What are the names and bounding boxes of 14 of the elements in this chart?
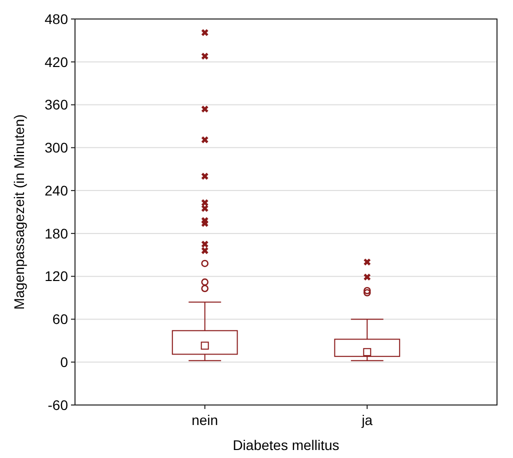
y-axis-title: Magenpassagezeit (in Minuten) [11, 114, 27, 310]
y-tick-label: 480 [44, 10, 68, 27]
y-tick-label: 0 [60, 354, 68, 370]
y-tick-label: 60 [52, 311, 68, 328]
x-tick-label: nein [192, 412, 218, 428]
x-axis-title: Diabetes mellitus [232, 437, 340, 453]
y-tick-label: 180 [44, 225, 68, 242]
y-tick-label: 240 [44, 182, 68, 198]
y-tick-label: -60 [48, 396, 68, 413]
y-tick-label: 420 [44, 54, 68, 70]
x-tick-label: ja [360, 412, 373, 428]
y-tick-label: 300 [44, 140, 68, 156]
y-tick-label: 120 [44, 268, 68, 284]
y-tick-label: 360 [44, 96, 68, 113]
